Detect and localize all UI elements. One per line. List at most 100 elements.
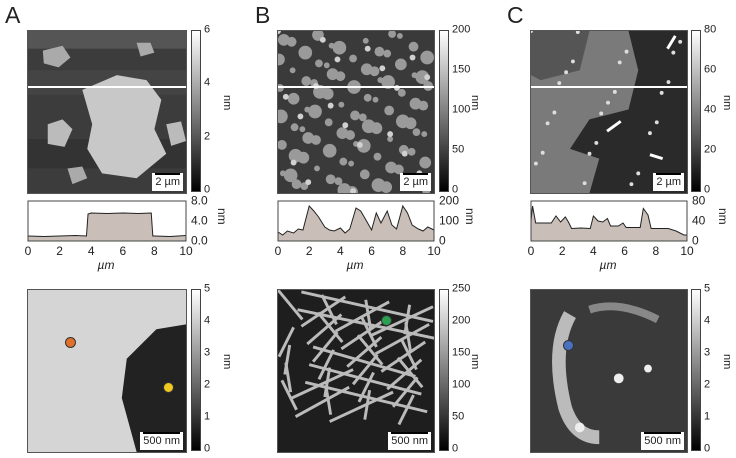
y-tick-label: 8.0	[191, 193, 208, 208]
colorbar-tick: 100	[452, 378, 471, 391]
x-tick-label: 4	[87, 244, 95, 258]
panel-label: C	[507, 2, 524, 28]
y-tick-label: 200	[439, 193, 460, 208]
scale-bar-line	[644, 432, 681, 434]
colorbar-tick: 250	[452, 282, 471, 295]
colorbar-tick: 40	[704, 103, 717, 116]
colorbar-tick: 0	[204, 442, 211, 455]
colorbar-tick: 6	[204, 23, 211, 36]
scale-bar-label: 500 nm	[644, 435, 681, 447]
scale-bar-label: 500 nm	[391, 435, 428, 447]
panel-label: A	[5, 2, 21, 28]
y-axis-label: nm	[215, 208, 229, 225]
colorbar-tick: 5	[704, 282, 711, 295]
x-axis-label: µm	[97, 258, 115, 272]
scale-bar: 500 nm	[140, 432, 183, 450]
marker-dot	[163, 382, 174, 393]
scale-bar-label: 500 nm	[143, 435, 180, 447]
colorbar-tick: 3	[704, 346, 711, 359]
colorbar	[191, 30, 201, 192]
scale-bar: 2 µm	[400, 173, 431, 191]
x-tick-label: 0	[24, 244, 32, 258]
line-profile	[27, 200, 187, 242]
x-tick-label: 2	[305, 244, 313, 258]
colorbar-tick: 3	[204, 346, 211, 359]
scale-bar-line	[403, 173, 428, 175]
colorbar-tick: 20	[704, 143, 717, 156]
scale-bar: 500 nm	[388, 432, 431, 450]
x-tick-label: 2	[56, 244, 63, 258]
profile-line	[277, 204, 435, 236]
colorbar-tick: 0	[704, 442, 711, 455]
profile-area	[278, 206, 434, 241]
profile-frame	[27, 200, 187, 242]
colorbar	[691, 289, 701, 451]
marker-dot	[563, 340, 574, 351]
colorbar-tick: 5	[204, 282, 211, 295]
scale-bar-label: 2 µm	[403, 176, 428, 188]
colorbar	[691, 30, 701, 192]
x-tick-label: 6	[621, 244, 628, 258]
colorbar-unit: nm	[721, 354, 733, 370]
scale-bar-line	[656, 173, 681, 175]
top-image: 2 µm	[27, 30, 187, 194]
x-tick-label: 8	[399, 244, 407, 258]
y-tick-label: 0	[439, 233, 446, 248]
colorbar-tick: 4	[704, 314, 711, 327]
x-tick-label: 10	[680, 244, 694, 258]
y-tick-label: 0	[692, 233, 699, 248]
scale-bar-line	[143, 432, 180, 434]
colorbar-unit: nm	[721, 95, 733, 111]
bottom-image: 500 nm	[27, 289, 187, 453]
y-axis-label: nm	[463, 208, 477, 225]
line-profile	[530, 200, 688, 242]
panel-label: B	[255, 2, 271, 28]
x-tick-label: 8	[151, 244, 158, 258]
marker-dot	[381, 315, 392, 326]
colorbar-tick: 0	[452, 442, 459, 455]
scale-bar: 500 nm	[641, 432, 684, 450]
colorbar-tick: 200	[452, 314, 471, 327]
colorbar-tick: 0	[204, 183, 211, 196]
colorbar-unit: nm	[221, 354, 233, 370]
scale-bar-label: 2 µm	[155, 176, 180, 188]
x-tick-label: 0	[274, 244, 282, 258]
colorbar-tick: 60	[704, 63, 717, 76]
bottom-image: 500 nm	[530, 289, 688, 453]
colorbar-tick: 100	[452, 103, 471, 116]
scale-bar: 2 µm	[152, 173, 183, 191]
colorbar-tick: 150	[452, 63, 471, 76]
scale-bar-line	[155, 173, 180, 175]
y-tick-label: 4.0	[191, 213, 208, 228]
profile-line	[530, 205, 687, 236]
colorbar-unit: nm	[469, 95, 481, 111]
colorbar-unit: nm	[469, 354, 481, 370]
colorbar-tick: 1	[204, 410, 211, 423]
x-tick-label: 10	[427, 244, 441, 258]
y-tick-label: 80	[692, 193, 706, 208]
scale-bar: 2 µm	[653, 173, 684, 191]
y-tick-label: 40	[692, 213, 706, 228]
x-axis-label: µm	[346, 258, 364, 272]
marker-dot	[65, 337, 76, 348]
colorbar-tick: 150	[452, 346, 471, 359]
y-tick-label: 0.0	[191, 233, 208, 248]
colorbar-unit: nm	[221, 95, 233, 111]
x-tick-label: 8	[652, 244, 660, 258]
colorbar-tick: 2	[704, 378, 711, 391]
x-tick-label: 4	[337, 244, 344, 258]
colorbar	[191, 289, 201, 451]
profile-area	[28, 213, 186, 241]
colorbar-tick: 2	[204, 378, 211, 391]
colorbar-tick: 50	[452, 143, 465, 156]
colorbar-tick: 4	[204, 76, 211, 89]
colorbar-tick: 0	[452, 183, 459, 196]
x-tick-label: 0	[527, 244, 535, 258]
x-tick-label: 10	[179, 244, 193, 258]
x-tick-label: 6	[368, 244, 375, 258]
top-image: 2 µm	[530, 30, 688, 194]
y-tick-label: 100	[439, 213, 460, 228]
line-profile	[277, 200, 435, 242]
colorbar-tick: 0	[704, 183, 711, 196]
scale-bar-line	[391, 432, 428, 434]
